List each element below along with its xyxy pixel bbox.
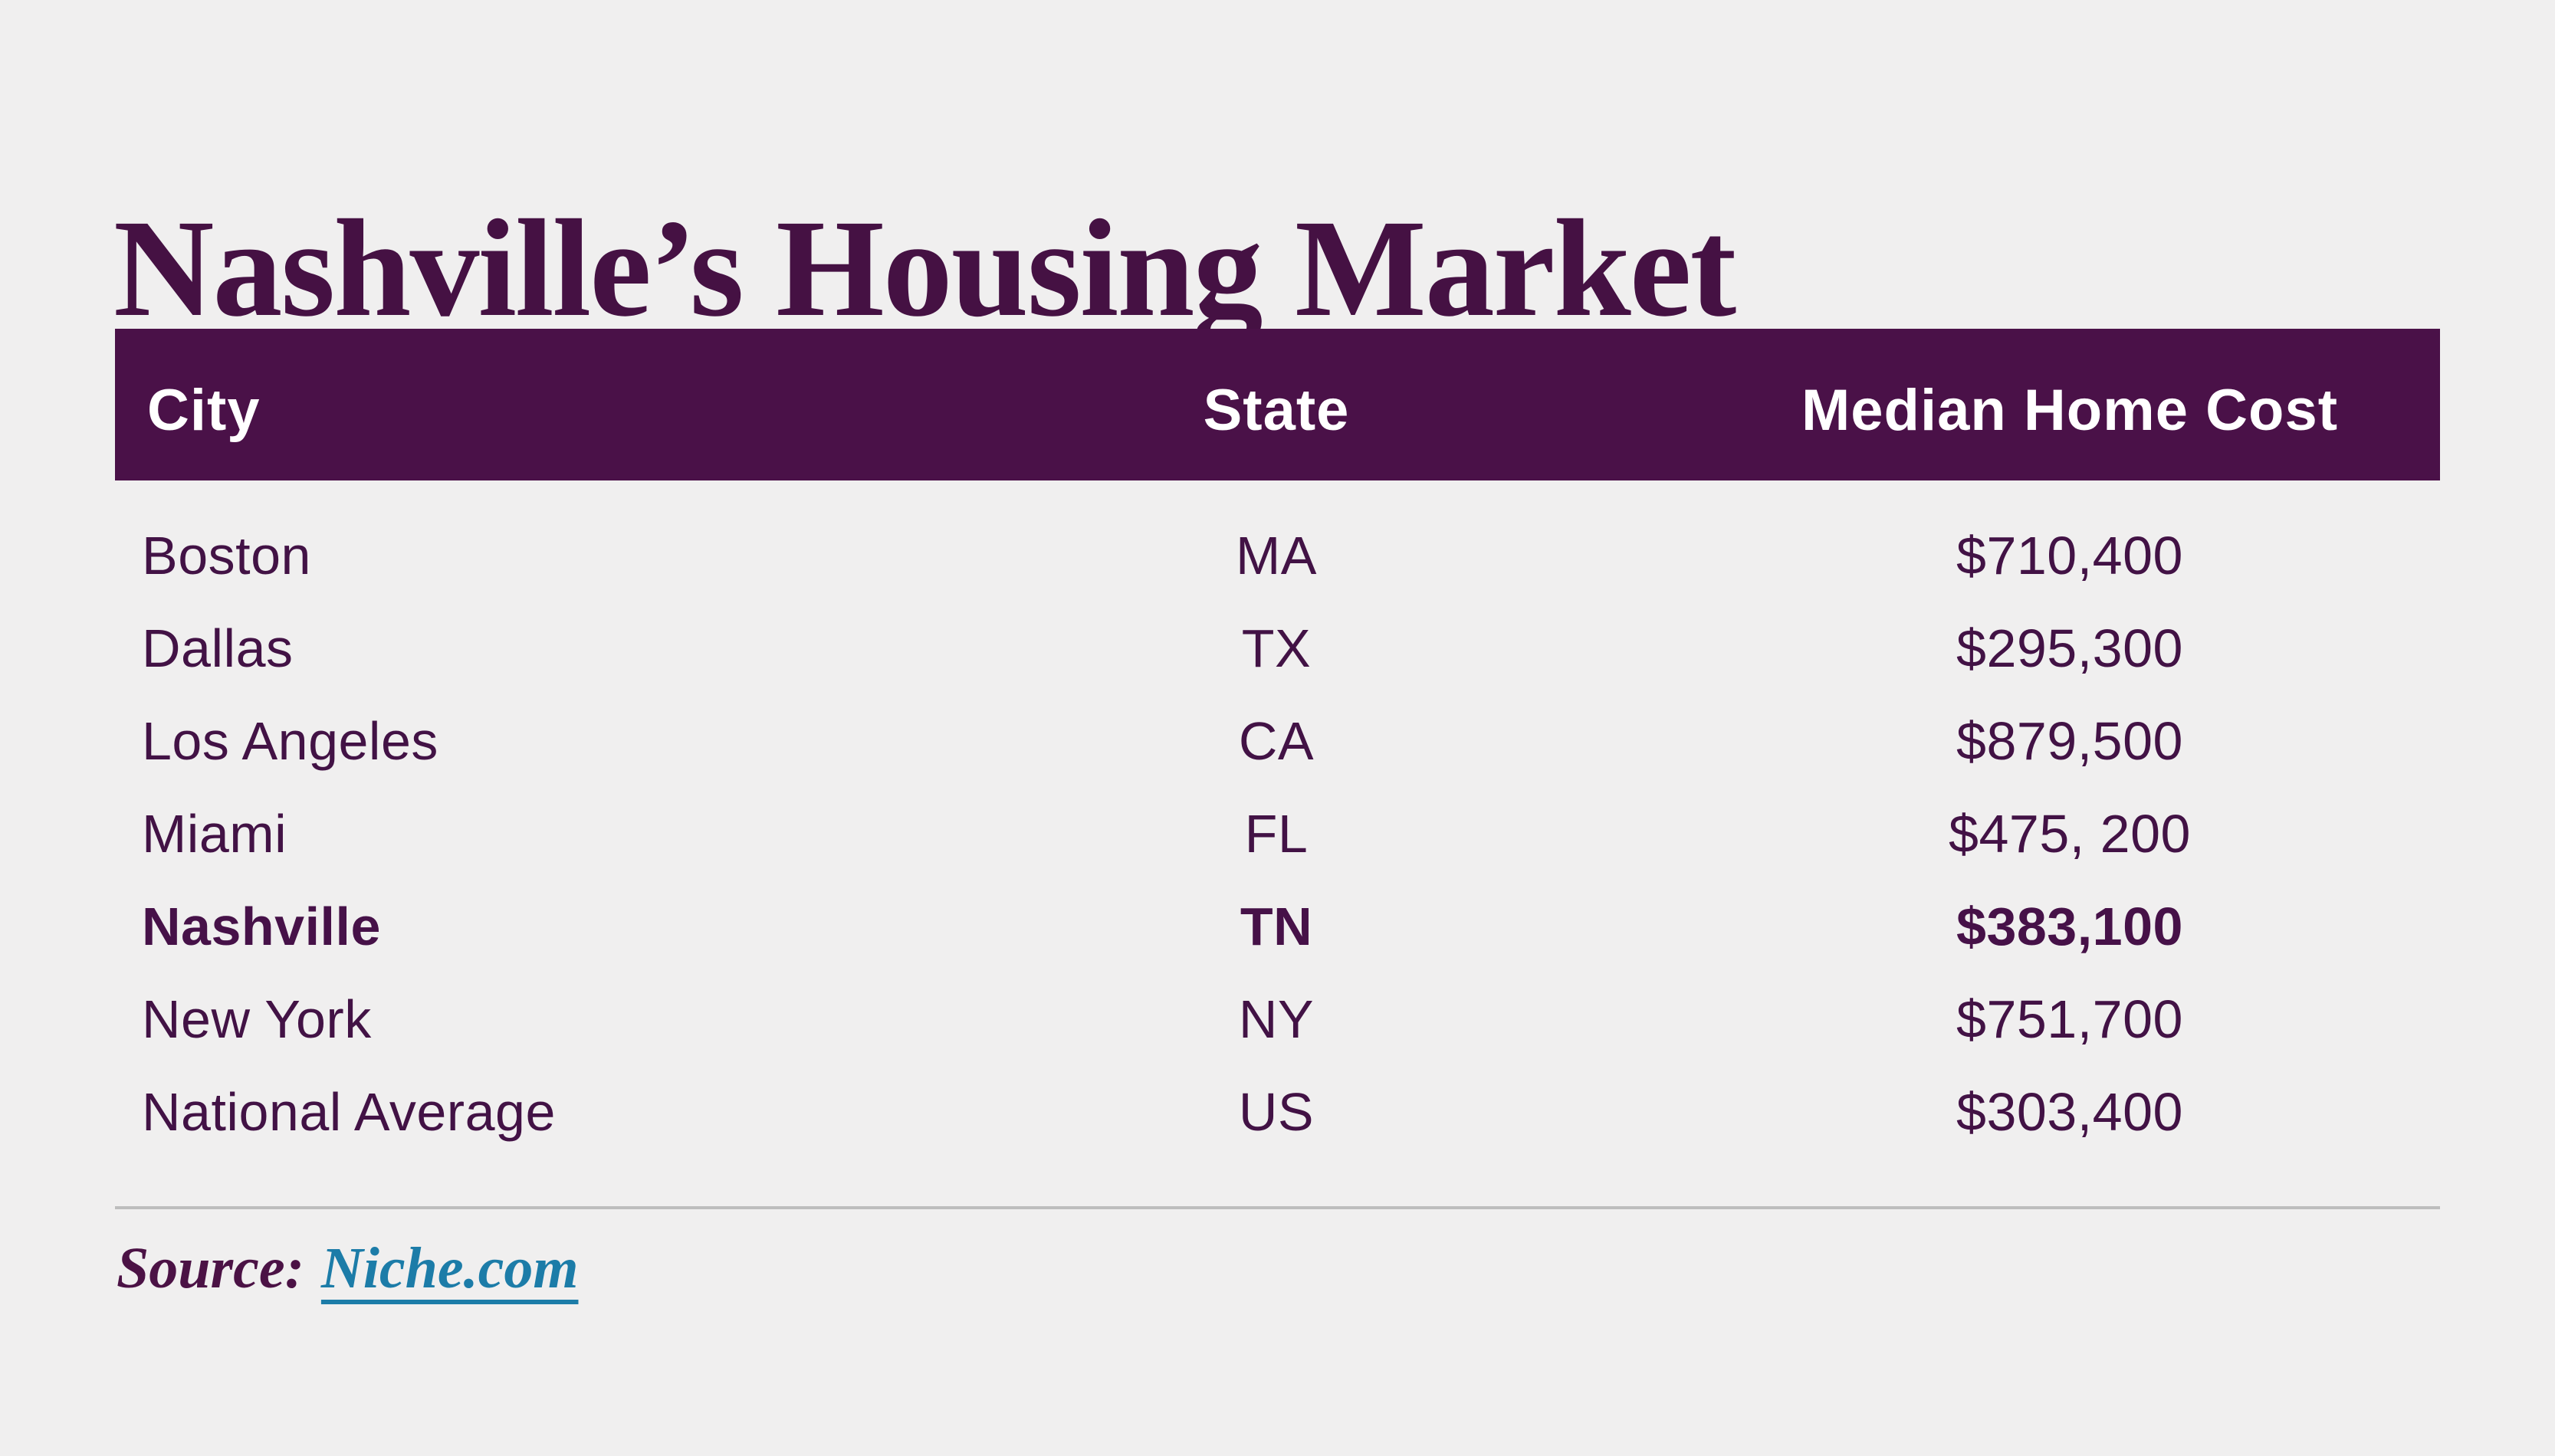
city-cell: Nashville xyxy=(142,896,381,956)
column-header-median-home-cost: Median Home Cost xyxy=(1801,377,2339,443)
table-row: Nashville TN $383,100 xyxy=(115,880,2440,972)
cost-cell: $751,700 xyxy=(1956,989,2183,1049)
column-header-state: State xyxy=(1203,377,1350,443)
source-label: Source: xyxy=(117,1236,304,1300)
city-cell: Dallas xyxy=(142,618,294,678)
state-cell: US xyxy=(1238,1081,1315,1142)
state-cell: TX xyxy=(1241,618,1312,678)
cost-cell: $295,300 xyxy=(1956,618,2183,678)
page-title: Nashville’s Housing Market xyxy=(113,191,1736,346)
column-header-city: City xyxy=(147,377,261,443)
state-cell: TN xyxy=(1240,896,1313,956)
cost-cell: $879,500 xyxy=(1956,710,2183,771)
table-body: Boston MA $710,400 Dallas TX $295,300 Los Ange… xyxy=(115,480,2440,1158)
table-row: Boston MA $710,400 xyxy=(115,509,2440,602)
divider-line xyxy=(115,1206,2440,1209)
table-header-row: City State Median Home Cost xyxy=(115,329,2440,480)
city-cell: Los Angeles xyxy=(142,710,438,771)
state-cell: CA xyxy=(1238,710,1315,771)
table-row: New York NY $751,700 xyxy=(115,972,2440,1065)
table-row: Los Angeles CA $879,500 xyxy=(115,694,2440,787)
city-cell: National Average xyxy=(142,1081,556,1142)
table-row: Miami FL $475, 200 xyxy=(115,787,2440,880)
state-cell: NY xyxy=(1238,989,1315,1049)
cost-cell: $710,400 xyxy=(1956,525,2183,585)
source-link[interactable]: Niche.com xyxy=(320,1236,579,1300)
table-row: National Average US $303,400 xyxy=(115,1065,2440,1158)
state-cell: FL xyxy=(1244,803,1309,864)
state-cell: MA xyxy=(1236,525,1317,585)
source-line: Source: Niche.com xyxy=(117,1234,578,1304)
city-cell: Boston xyxy=(142,525,311,585)
cost-cell: $383,100 xyxy=(1956,896,2183,956)
table-row: Dallas TX $295,300 xyxy=(115,602,2440,694)
city-cell: New York xyxy=(142,989,372,1049)
city-cell: Miami xyxy=(142,803,287,864)
cost-cell: $475, 200 xyxy=(1949,803,2191,864)
cost-cell: $303,400 xyxy=(1956,1081,2183,1142)
